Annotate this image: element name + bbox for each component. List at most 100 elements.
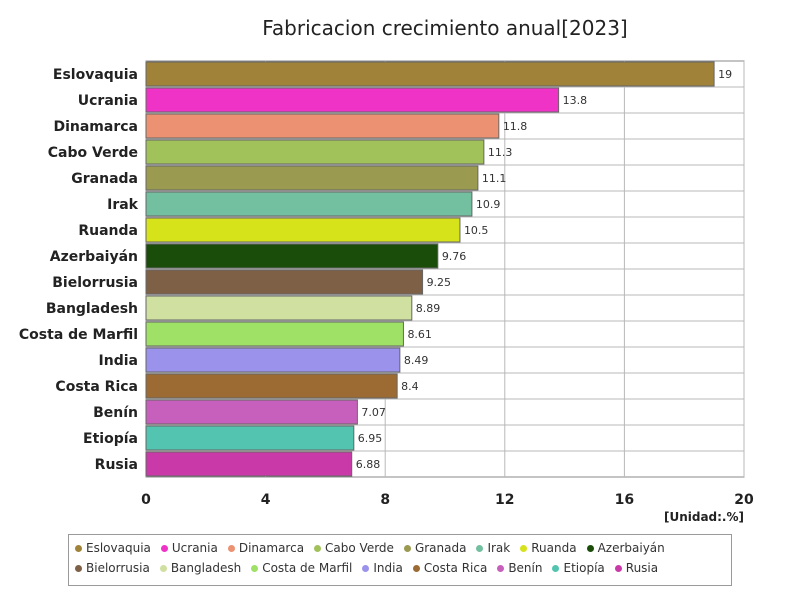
category-label: India [99,353,138,369]
legend-label: Azerbaiyán [597,541,665,555]
bar [145,451,353,477]
legend-marker [362,564,370,572]
legend-label: Ruanda [531,541,577,555]
legend-item[interactable]: Costa de Marfil [251,561,352,575]
legend-label: Ucrania [171,541,218,555]
legend-marker [476,544,484,552]
legend-marker [586,544,594,552]
category-label: Bielorrusia [52,275,138,291]
category-label: Costa de Marfil [19,327,138,343]
value-label: 10.5 [464,224,489,237]
legend-marker [159,564,167,572]
category-label: Etiopía [83,431,138,447]
legend-label: Bielorrusia [86,561,150,575]
legend-marker [160,544,168,552]
legend-item[interactable]: Eslovaquia [75,541,151,555]
bar [145,165,479,191]
x-tick-label: 4 [261,492,271,508]
legend-item[interactable]: Cabo Verde [314,541,394,555]
legend: Eslovaquia Ucrania Dinamarca Cabo Verde Gran… [68,534,732,586]
category-label: Ucrania [78,93,138,109]
bar [145,321,404,347]
value-label: 19 [718,68,732,81]
legend-label: Irak [487,541,511,555]
category-labels: Eslovaquia Ucrania Dinamarca Cabo Verde Gran… [19,67,139,473]
bar [145,87,560,113]
category-label: Costa Rica [55,379,138,395]
bar [145,113,500,139]
x-axis-ticks: 0 4 8 12 16 20 [141,492,754,508]
legend-label: Eslovaquia [86,541,151,555]
bar [145,61,715,87]
bar [145,217,461,243]
bar [145,399,358,425]
legend-item[interactable]: Granada [403,541,466,555]
legend-item[interactable]: Ucrania [160,541,218,555]
legend-label: India [373,561,403,575]
legend-marker [520,544,528,552]
value-label: 11.3 [488,146,513,159]
bar [145,425,355,451]
x-tick-label: 20 [734,492,754,508]
legend-item[interactable]: Benín [497,561,542,575]
legend-item[interactable]: Bielorrusia [75,561,150,575]
value-label: 13.8 [563,94,588,107]
bar [145,269,424,295]
value-label: 8.61 [407,328,432,341]
x-tick-label: 0 [141,492,151,508]
bar [145,243,439,269]
legend-items: Eslovaquia Ucrania Dinamarca Cabo Verde Gran… [75,541,725,575]
category-label: Azerbaiyán [50,249,138,265]
legend-marker [403,544,411,552]
category-label: Irak [107,197,139,213]
category-label: Ruanda [78,223,138,239]
bar [145,373,398,399]
x-tick-label: 16 [615,492,634,508]
bars [145,61,715,477]
legend-item[interactable]: Dinamarca [227,541,304,555]
legend-item[interactable]: India [362,561,403,575]
value-label: 11.8 [503,120,528,133]
x-tick-label: 8 [380,492,390,508]
legend-label: Cabo Verde [325,541,394,555]
legend-marker [75,544,82,552]
bar [145,295,413,321]
value-label: 10.9 [476,198,501,211]
legend-item[interactable]: Azerbaiyán [586,541,665,555]
category-label: Bangladesh [46,301,138,317]
legend-item[interactable]: Costa Rica [412,561,488,575]
chart-title: Fabricacion crecimiento anual[2023] [262,16,628,40]
legend-label: Costa de Marfil [262,561,353,575]
legend-marker [552,564,560,572]
legend-marker [314,544,322,552]
bar [145,347,401,373]
legend-item[interactable]: Etiopía [552,561,605,575]
value-label: 8.49 [404,354,429,367]
bar [145,191,473,217]
value-label: 11.1 [482,172,507,185]
legend-label: Costa Rica [423,561,488,575]
legend-marker [412,564,420,572]
legend-item[interactable]: Ruanda [520,541,577,555]
value-label: 9.25 [427,276,452,289]
legend-marker [75,564,82,572]
legend-label: Rusia [625,561,659,575]
value-label: 8.4 [401,380,419,393]
legend-item[interactable]: Rusia [614,561,659,575]
category-label: Granada [71,171,138,187]
x-tick-label: 12 [495,492,514,508]
value-label: 6.88 [356,458,381,471]
value-label: 6.95 [358,432,383,445]
legend-item[interactable]: Bangladesh [159,561,242,575]
category-label: Rusia [95,457,138,473]
category-label: Cabo Verde [48,145,138,161]
legend-label: Bangladesh [170,561,242,575]
legend-marker [227,544,235,552]
bar [145,139,485,165]
value-label: 7.07 [361,406,386,419]
legend-item[interactable]: Irak [476,541,510,555]
category-label: Benín [93,405,138,421]
legend-marker [614,564,622,572]
value-labels: 19 13.8 11.8 11.3 11.1 10.9 10.5 9.76 9.25 8.89 8.… [356,68,732,471]
